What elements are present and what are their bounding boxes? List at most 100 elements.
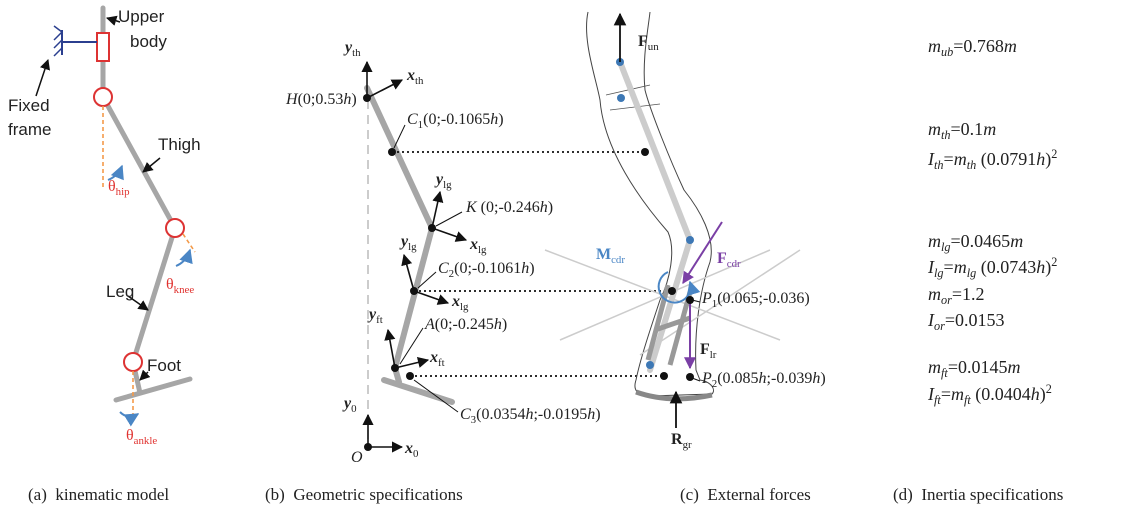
- label: Flr: [700, 341, 717, 361]
- label-part: Fixed: [8, 96, 50, 115]
- label: θhip: [108, 178, 130, 198]
- label-part: (0.065;-0.036): [717, 290, 809, 307]
- label-part: C: [460, 406, 471, 423]
- label: x0: [404, 440, 419, 460]
- label: Fcdr: [717, 250, 741, 270]
- label: K (0;-0.246h): [465, 199, 553, 216]
- label: O: [351, 449, 363, 466]
- label-part: (0.0404: [971, 384, 1031, 405]
- label-part: ankle: [134, 435, 158, 447]
- label-part: C: [407, 111, 418, 128]
- label-part: lg: [408, 241, 417, 253]
- label-part: h: [525, 406, 533, 423]
- caption: (a) kinematic model: [28, 485, 169, 504]
- label-part: θ: [166, 276, 174, 293]
- label-part: P: [701, 290, 712, 307]
- label: mub=0.768m: [928, 36, 1017, 59]
- label-part: th: [415, 75, 424, 87]
- label: H(0;0.53h): [285, 91, 357, 108]
- label-part: cdr: [727, 258, 741, 270]
- label-part: ft: [376, 314, 383, 326]
- label-part: m: [928, 231, 941, 251]
- label: Thigh: [158, 135, 201, 154]
- label: Leg: [106, 282, 134, 301]
- label-part: ;-0.039: [767, 370, 813, 387]
- label-part: 0: [413, 448, 419, 460]
- label: body: [130, 32, 167, 51]
- caption: (c) External forces: [680, 485, 811, 504]
- label: yth: [343, 39, 361, 59]
- label: Foot: [147, 356, 181, 375]
- label-part: x: [469, 236, 478, 253]
- label-part: x: [404, 440, 413, 457]
- label-part: Foot: [147, 356, 181, 375]
- label: ylg: [434, 171, 452, 191]
- label-part: O: [351, 449, 363, 466]
- label: xlg: [469, 236, 487, 256]
- label: xth: [406, 67, 424, 87]
- label-part: P: [701, 370, 712, 387]
- label-part: (0;-0.246: [477, 199, 540, 216]
- label-part: h: [490, 111, 498, 128]
- label-part: m: [951, 384, 964, 404]
- label-part: lg: [478, 244, 487, 256]
- label: xlg: [451, 293, 469, 313]
- label-part: lg: [460, 301, 469, 313]
- label-part: hip: [116, 186, 130, 198]
- label-part: A: [424, 316, 435, 333]
- label-part: m: [928, 36, 941, 56]
- label-part: (0.0743: [976, 257, 1036, 278]
- label-part: h: [587, 406, 595, 423]
- label-part: m: [1010, 231, 1023, 251]
- label: A(0;-0.245h): [424, 316, 507, 333]
- label-part: F: [700, 341, 710, 358]
- label-part: Thigh: [158, 135, 201, 154]
- label-part: h: [540, 199, 548, 216]
- label-part: x: [429, 349, 438, 366]
- label: ylg: [399, 233, 417, 253]
- label: Fixed: [8, 96, 50, 115]
- label-part: ub: [941, 45, 953, 59]
- label-part: th: [967, 158, 977, 172]
- label-part: (0;-0.1061: [454, 260, 521, 277]
- label: Mcdr: [596, 246, 625, 266]
- label-part: h: [494, 316, 502, 333]
- label-part: m: [1007, 357, 1020, 377]
- label-part: R: [671, 431, 683, 448]
- label-part: m: [928, 284, 941, 304]
- label: C2(0;-0.1061h): [438, 260, 535, 280]
- label-part: =1.2: [952, 284, 985, 304]
- label-part: lg: [967, 266, 977, 280]
- label-part: 2: [1051, 147, 1057, 161]
- label: θankle: [126, 427, 157, 447]
- label-part: frame: [8, 120, 51, 139]
- label: C1(0;-0.1065h): [407, 111, 504, 131]
- label-part: ): [820, 370, 825, 387]
- label-part: =0.768: [953, 36, 1004, 56]
- label-part: F: [717, 250, 727, 267]
- label-part: m: [928, 357, 941, 377]
- label: frame: [8, 120, 51, 139]
- label: Ift=mft (0.0404h)2: [927, 382, 1052, 407]
- label-part: lg: [443, 179, 452, 191]
- label: Ilg=mlg (0.0743h)2: [927, 255, 1057, 280]
- label-part: =0.1: [951, 119, 984, 139]
- label-part: h: [1036, 149, 1045, 169]
- figure: UpperbodyFixedframeThighθhipθkneeLegFoot…: [0, 0, 1130, 516]
- label-part: m: [928, 119, 941, 139]
- label-part: =: [941, 384, 951, 404]
- label: Rgr: [671, 431, 692, 451]
- label-part: m: [954, 257, 967, 277]
- label-part: th: [934, 158, 944, 172]
- label-part: (0;-0.245: [435, 316, 494, 333]
- label-part: h: [759, 370, 767, 387]
- label: mor=1.2: [928, 284, 985, 307]
- label-part: Upper: [118, 7, 165, 26]
- label-part: th: [352, 47, 361, 59]
- label-part: ): [351, 91, 356, 108]
- label-part: ): [502, 316, 507, 333]
- label-part: C: [438, 260, 449, 277]
- caption: (b) Geometric specifications: [265, 485, 463, 504]
- label-part: ft: [438, 357, 445, 369]
- label-part: ): [595, 406, 600, 423]
